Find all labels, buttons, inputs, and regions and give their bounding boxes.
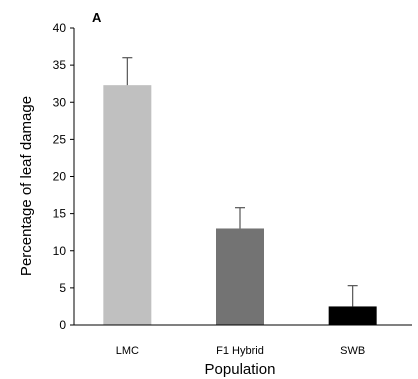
error-bars [122,57,358,307]
y-axis-ticks: 0 5 10 15 20 25 30 35 40 [53,21,74,332]
bar [216,228,264,325]
y-tick-label: 0 [59,318,66,332]
y-tick-label: 25 [53,132,67,146]
x-tick-label: SWB [340,345,365,357]
x-axis-labels: LMC F1 Hybrid SWB [116,345,365,357]
y-axis-title: Percentage of leaf damage [18,96,35,276]
x-axis-title: Population [205,361,276,378]
y-tick-label: 10 [53,244,67,258]
panel-label: A [92,10,102,25]
bar [328,306,377,325]
y-tick-label: 15 [53,207,67,221]
x-tick-label: F1 Hybrid [216,345,264,357]
y-tick-label: 20 [53,170,67,184]
bar [103,85,152,325]
y-tick-label: 30 [53,95,67,109]
y-tick-label: 5 [59,281,66,295]
bars [103,85,377,325]
y-tick-label: 40 [53,21,67,35]
x-tick-label: LMC [116,345,139,357]
y-tick-label: 35 [53,58,67,72]
